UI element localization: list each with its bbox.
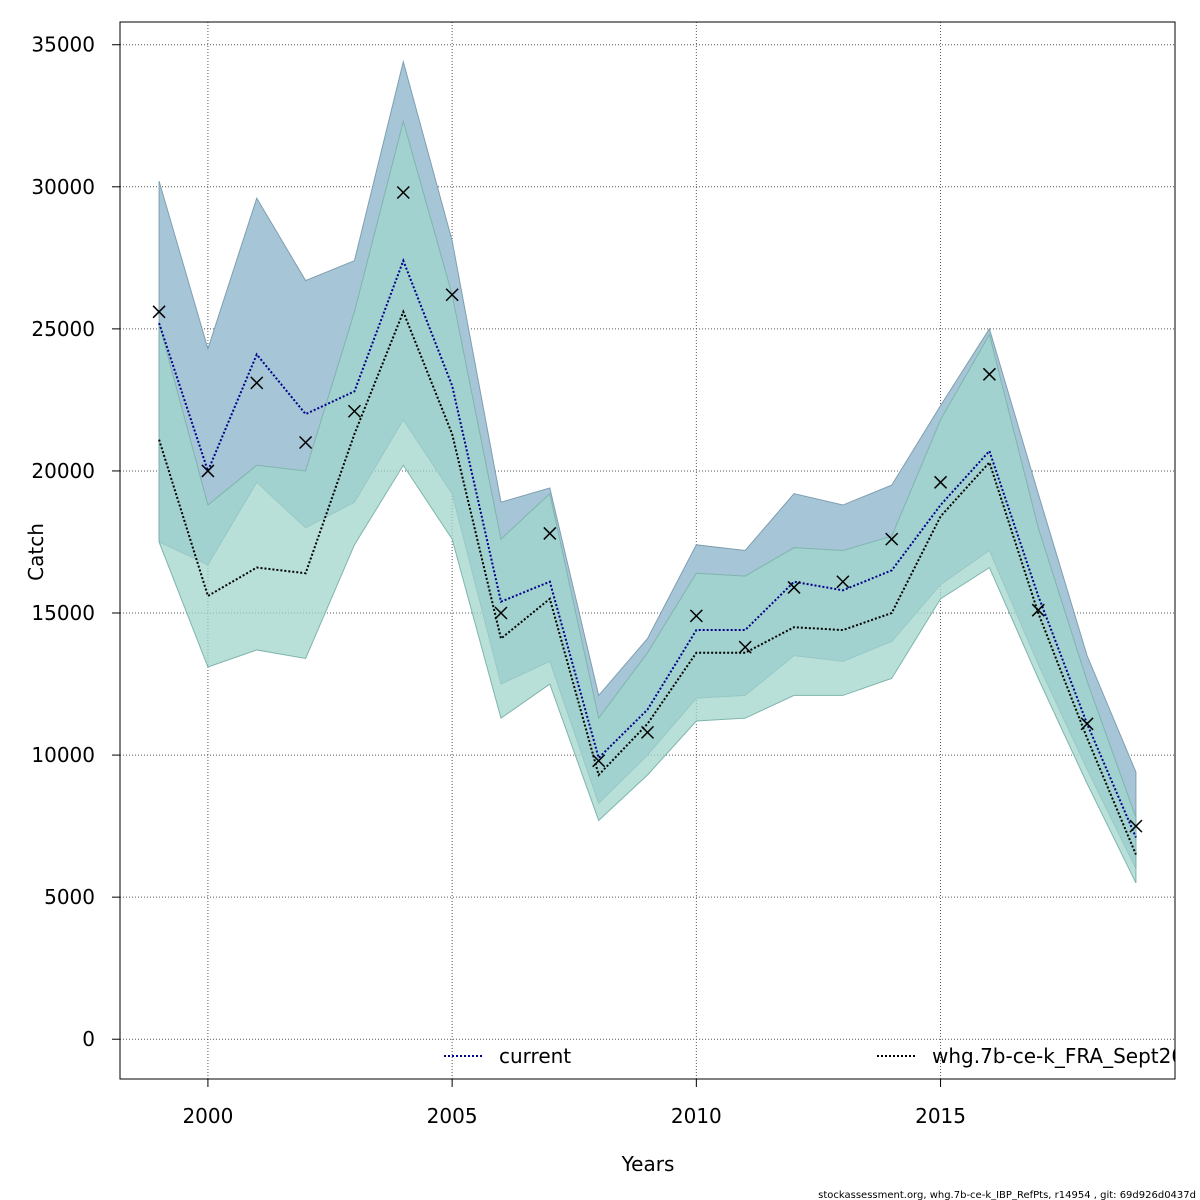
band-fra-sept20 [158, 119, 1137, 884]
observed-markers [152, 185, 1143, 833]
observed-point [201, 464, 215, 478]
x-tick-label: 2015 [915, 1104, 966, 1128]
observed-point [640, 725, 655, 739]
x-tick-label: 2010 [671, 1104, 722, 1128]
legend: current whg.7b-ce-k_FRA_Sept20 [444, 1044, 1184, 1068]
observed-point [787, 580, 801, 594]
observed-point [250, 376, 264, 390]
y-tick-label: 35000 [31, 33, 95, 57]
observed-point [934, 475, 948, 489]
y-tick-label: 15000 [31, 601, 95, 625]
observed-point [152, 305, 166, 319]
observed-point [982, 367, 996, 381]
y-tick-label: 20000 [31, 459, 95, 483]
y-tick-label: 0 [82, 1027, 95, 1051]
series-lines [158, 257, 1137, 855]
observed-point [445, 288, 459, 302]
y-axis: 0 5000 10000 15000 20000 25000 30000 35000 [31, 33, 120, 1051]
observed-point [738, 640, 752, 654]
x-axis-title: Years [621, 1152, 675, 1176]
x-axis: 2000 2005 2010 2015 [182, 1079, 966, 1128]
observed-point [689, 609, 703, 623]
observed-point [1031, 603, 1045, 617]
observed-point [836, 575, 850, 589]
observed-point [1129, 819, 1143, 833]
y-tick-label: 25000 [31, 317, 95, 341]
plot-frame [119, 21, 1176, 1080]
observed-point [543, 526, 557, 540]
observed-point [885, 532, 899, 546]
y-tick-label: 5000 [44, 885, 95, 909]
observed-point [396, 185, 410, 200]
y-tick-label: 10000 [31, 743, 95, 767]
y-axis-title: Catch [24, 523, 48, 581]
footer-text: stockassessment.org, whg.7b-ce-k_IBP_Ref… [818, 1190, 1196, 1200]
confidence-bands [158, 59, 1137, 884]
observed-point [347, 404, 361, 418]
observed-point [299, 435, 313, 450]
x-tick-label: 2005 [427, 1104, 478, 1128]
line-current [158, 257, 1137, 838]
y-tick-label: 30000 [31, 175, 95, 199]
legend-fra-label: whg.7b-ce-k_FRA_Sept20 [932, 1044, 1184, 1068]
legend-current-label: current [499, 1044, 571, 1068]
x-tick-label: 2000 [182, 1104, 233, 1128]
observed-point [592, 754, 606, 768]
observed-point [1080, 717, 1094, 731]
observed-point [494, 606, 508, 620]
